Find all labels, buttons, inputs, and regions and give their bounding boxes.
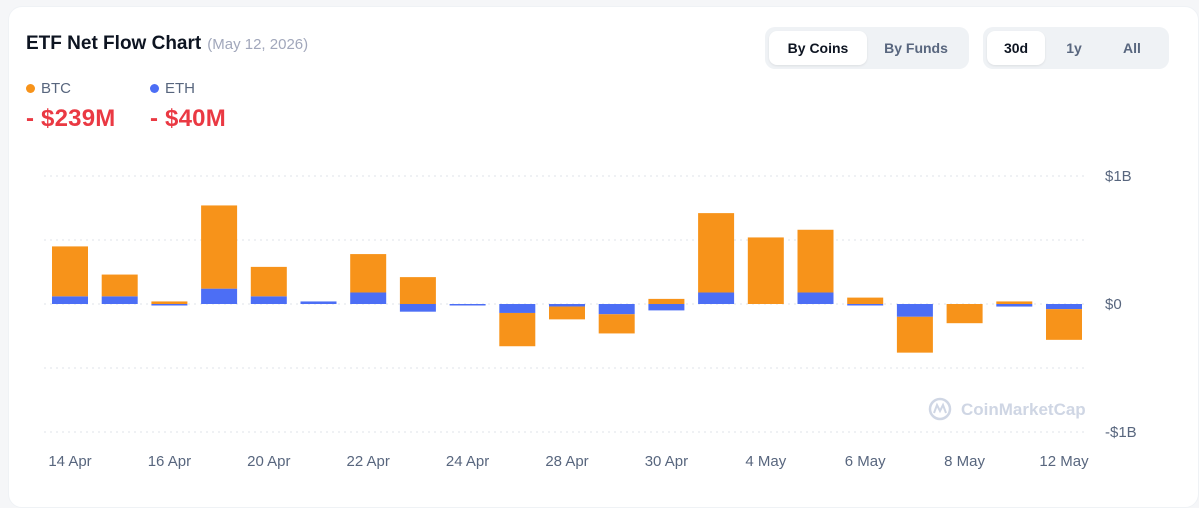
legend-eth-label-row: ETH xyxy=(150,80,226,97)
x-tick-label: 6 May xyxy=(845,453,886,470)
chart-title: ETF Net Flow Chart xyxy=(26,33,202,54)
bar-btc[interactable] xyxy=(1046,309,1082,340)
bar-eth[interactable] xyxy=(350,292,387,304)
bar-eth[interactable] xyxy=(996,304,1033,307)
range-30d-button[interactable]: 30d xyxy=(987,31,1045,65)
bar-eth[interactable] xyxy=(151,304,188,306)
bar-btc[interactable] xyxy=(946,304,983,324)
bar-eth[interactable] xyxy=(399,304,436,312)
bar-btc[interactable] xyxy=(698,213,735,293)
coinmarketcap-logo-mark xyxy=(933,402,947,414)
legend-btc-value: - $239M xyxy=(26,105,116,132)
bar-btc[interactable] xyxy=(598,314,635,334)
bar-btc[interactable] xyxy=(52,246,88,297)
bar-btc[interactable] xyxy=(201,205,238,289)
bar-btc[interactable] xyxy=(499,312,536,347)
bar-eth[interactable] xyxy=(101,296,138,304)
bar-eth[interactable] xyxy=(300,301,337,304)
bar-btc[interactable] xyxy=(648,298,685,304)
y-axis-ticks: $1B $0 -$1B xyxy=(1105,168,1137,441)
bar-eth[interactable] xyxy=(499,304,536,313)
x-tick-label: 14 Apr xyxy=(48,453,91,470)
bar-eth[interactable] xyxy=(896,304,933,317)
bar-eth[interactable] xyxy=(52,296,88,304)
chart-date: (May 12, 2026) xyxy=(207,36,309,53)
legend-btc-label-row: BTC xyxy=(26,80,115,97)
x-tick-label: 16 Apr xyxy=(148,453,191,470)
time-range-toggle: 30d 1y All xyxy=(983,27,1169,69)
bar-eth[interactable] xyxy=(648,304,685,311)
bar-eth[interactable] xyxy=(698,292,735,304)
x-tick-label: 4 May xyxy=(745,453,786,470)
x-axis-ticks: 14 Apr 16 Apr 20 Apr 22 Apr 24 Apr 28 Apr 30 A… xyxy=(48,453,1089,470)
bar-btc[interactable] xyxy=(151,301,188,304)
x-tick-label: 30 Apr xyxy=(645,453,688,470)
watermark-text: CoinMarketCap xyxy=(961,400,1086,419)
bar-btc[interactable] xyxy=(996,301,1033,304)
chart-bars xyxy=(52,205,1082,353)
range-1y-button[interactable]: 1y xyxy=(1066,40,1082,56)
bar-btc[interactable] xyxy=(847,297,884,304)
bar-eth[interactable] xyxy=(1046,304,1082,310)
x-tick-label: 22 Apr xyxy=(347,453,390,470)
by-coins-button[interactable]: By Coins xyxy=(769,31,867,65)
chart-header: ETF Net Flow Chart (May 12, 2026) xyxy=(26,33,308,55)
y-tick-label: $1B xyxy=(1105,168,1132,185)
y-tick-label: $0 xyxy=(1105,296,1122,313)
bar-btc[interactable] xyxy=(250,266,287,297)
bar-btc[interactable] xyxy=(350,254,387,293)
bar-btc[interactable] xyxy=(399,277,436,304)
x-tick-label: 20 Apr xyxy=(247,453,290,470)
bar-eth[interactable] xyxy=(201,288,238,304)
x-tick-label: 12 May xyxy=(1039,453,1089,470)
bar-btc[interactable] xyxy=(101,274,138,297)
legend-btc-label: BTC xyxy=(41,80,71,97)
legend-eth[interactable]: ETH - $40M xyxy=(150,80,226,133)
range-all-button[interactable]: All xyxy=(1123,40,1141,56)
bar-btc[interactable] xyxy=(549,306,585,320)
coinmarketcap-logo-icon xyxy=(928,397,952,421)
bar-eth[interactable] xyxy=(549,304,585,307)
bar-btc[interactable] xyxy=(797,229,834,293)
x-tick-label: 28 Apr xyxy=(545,453,588,470)
bar-eth[interactable] xyxy=(449,304,486,306)
btc-dot-icon xyxy=(26,84,35,93)
bar-eth[interactable] xyxy=(797,292,834,304)
legend-eth-label: ETH xyxy=(165,80,195,97)
y-tick-label: -$1B xyxy=(1105,424,1137,441)
coin-fund-toggle: By Coins By Funds xyxy=(765,27,969,69)
bar-eth[interactable] xyxy=(250,296,287,304)
x-tick-label: 8 May xyxy=(944,453,985,470)
bar-btc[interactable] xyxy=(747,237,784,304)
bar-eth[interactable] xyxy=(598,304,635,315)
x-tick-label: 24 Apr xyxy=(446,453,489,470)
by-funds-button[interactable]: By Funds xyxy=(884,40,948,56)
eth-dot-icon xyxy=(150,84,159,93)
bar-btc[interactable] xyxy=(896,316,933,353)
legend-eth-value: - $40M xyxy=(150,105,226,132)
bar-eth[interactable] xyxy=(847,304,884,306)
legend-btc[interactable]: BTC - $239M xyxy=(26,80,115,133)
coinmarketcap-watermark: CoinMarketCap xyxy=(928,397,1086,421)
